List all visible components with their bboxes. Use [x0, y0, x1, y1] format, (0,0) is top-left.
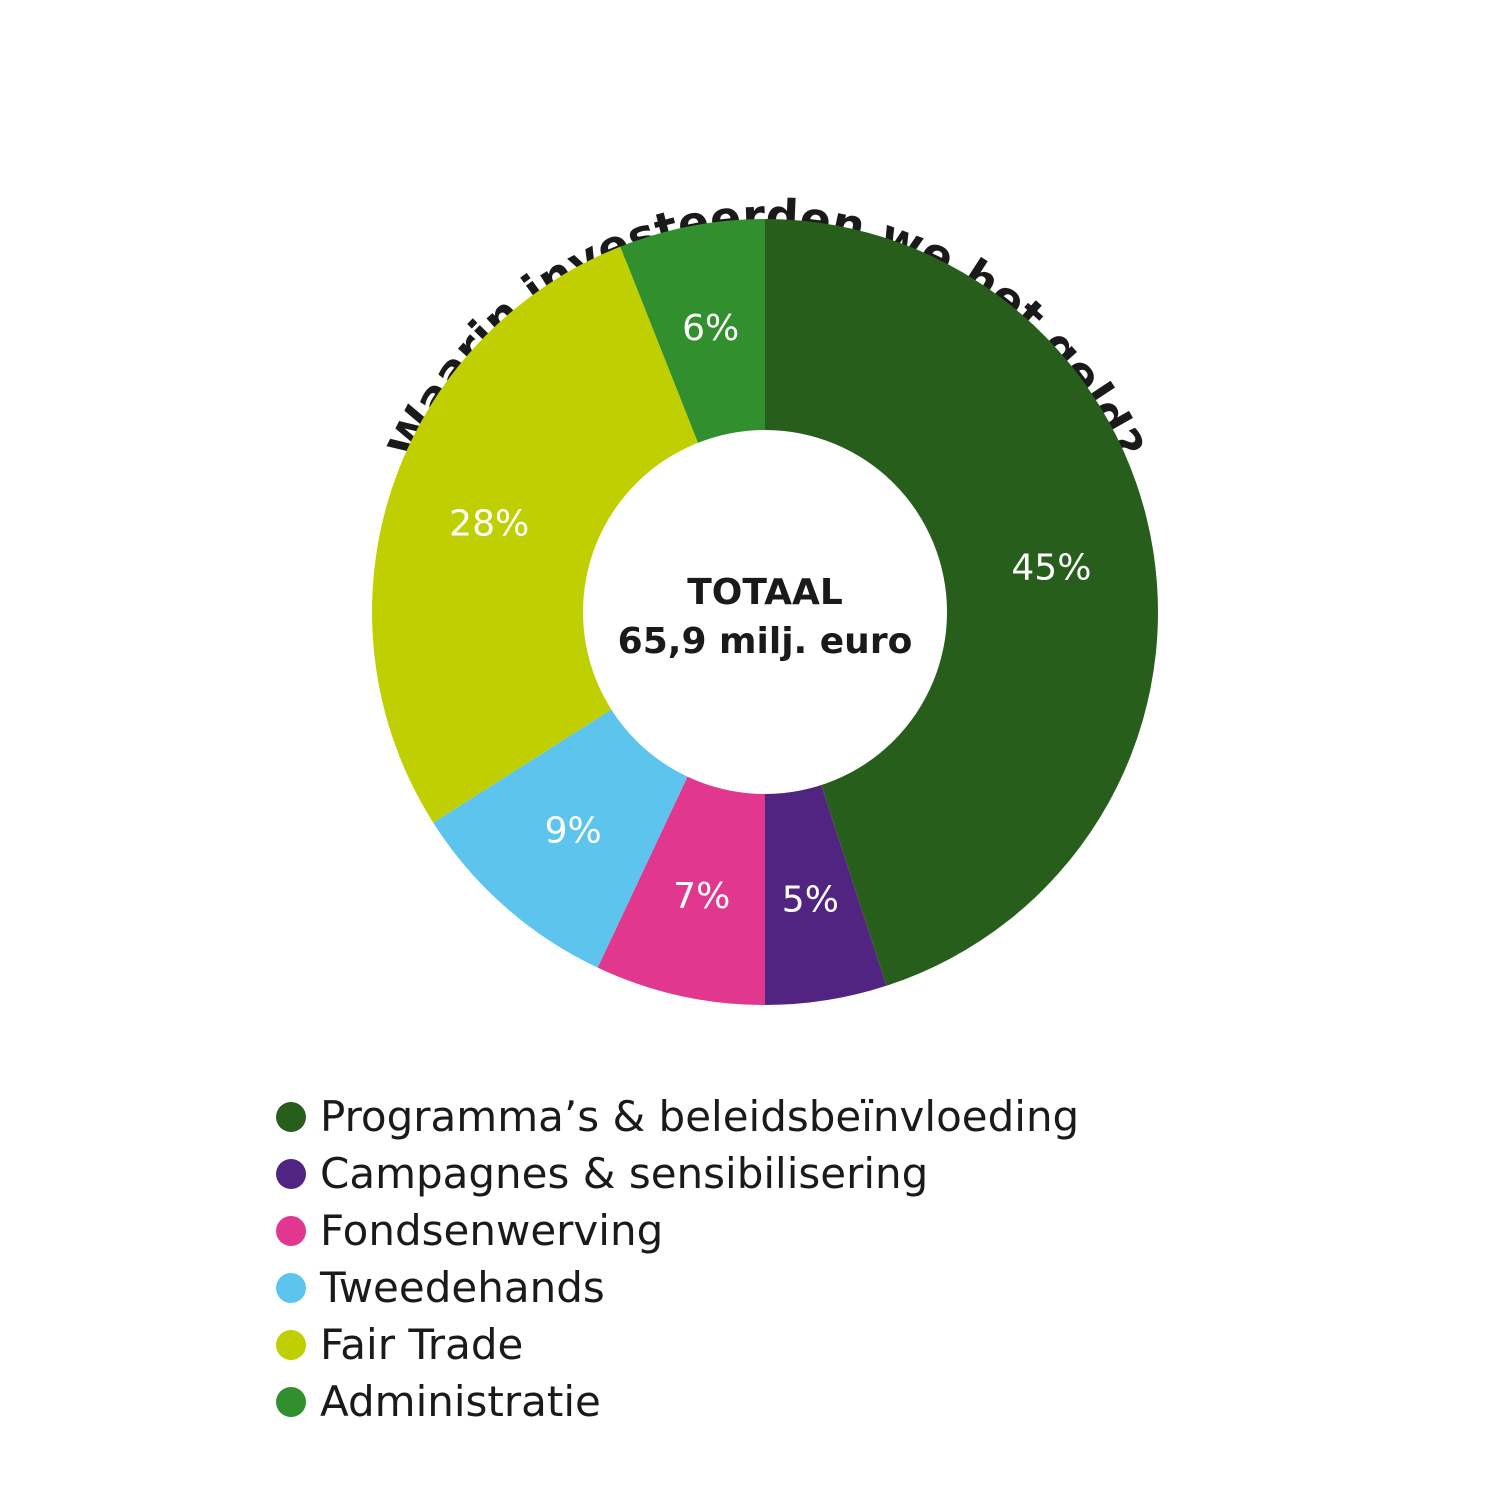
- legend-item-fondsenwerving: Fondsenwerving: [276, 1202, 1079, 1259]
- legend: Programma’s & beleidsbeïnvloeding Campagn…: [276, 1088, 1079, 1430]
- legend-label: Tweedehands: [320, 1263, 605, 1312]
- legend-item-tweedehands: Tweedehands: [276, 1259, 1079, 1316]
- slice-label-programma-s-beleidsbeinvloeding: 45%: [1011, 548, 1091, 589]
- legend-swatch-dot-icon: [276, 1215, 306, 1246]
- slice-label-tweedehands: 9%: [545, 811, 602, 852]
- legend-label: Campagnes & sensibilisering: [320, 1149, 929, 1198]
- legend-swatch-dot-icon: [276, 1158, 306, 1189]
- slice-label-administratie: 6%: [682, 308, 739, 349]
- donut-hole: [583, 430, 947, 794]
- legend-label: Programma’s & beleidsbeïnvloeding: [320, 1092, 1080, 1141]
- legend-item-administratie: Administratie: [276, 1373, 1079, 1430]
- center-total-value: 65,9 milj. euro: [618, 621, 913, 662]
- legend-swatch-dot-icon: [276, 1329, 306, 1360]
- center-total-label: TOTAAL: [687, 572, 843, 613]
- slice-label-fair-trade: 28%: [449, 503, 529, 544]
- slice-programma-s-beleidsbeinvloeding: [765, 219, 1158, 986]
- legend-label: Fair Trade: [320, 1320, 524, 1369]
- legend-swatch-dot-icon: [276, 1272, 306, 1303]
- donut-chart: Waarin investeerden we het geld? 45%5%7%…: [371, 189, 1158, 1005]
- legend-item-fair-trade: Fair Trade: [276, 1316, 1079, 1373]
- slice-fair-trade: [371, 246, 765, 823]
- legend-label: Administratie: [320, 1377, 601, 1426]
- legend-item-campagnes-sensibilisering: Campagnes & sensibilisering: [276, 1145, 1079, 1202]
- legend-swatch-dot-icon: [276, 1101, 306, 1132]
- legend-item-programma-s-beleidsbeinvloeding: Programma’s & beleidsbeïnvloeding: [276, 1088, 1079, 1145]
- slice-labels-group: 45% 5% 7% 9% 28% 6%: [449, 308, 1091, 920]
- legend-swatch-dot-icon: [276, 1386, 306, 1417]
- legend-label: Fondsenwerving: [320, 1206, 664, 1255]
- slice-label-fondsenwerving: 7%: [673, 876, 730, 917]
- slice-label-campagnes-sensibilisering: 5%: [782, 879, 839, 920]
